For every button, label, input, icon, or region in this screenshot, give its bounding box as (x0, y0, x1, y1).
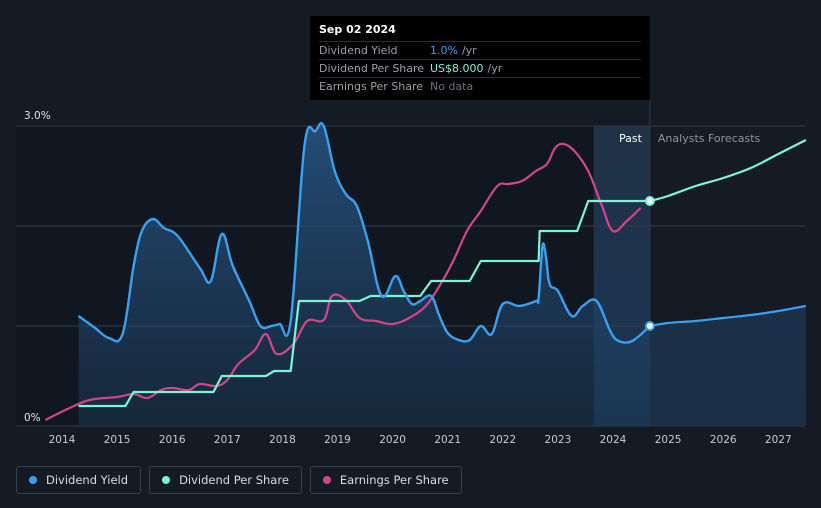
tooltip-unit: /yr (487, 62, 503, 75)
x-tick-label: 2015 (104, 434, 131, 446)
x-tick-label: 2021 (434, 434, 461, 446)
tooltip-row-eps: Earnings Per Share No data (319, 77, 641, 95)
legend-label: Dividend Per Share (179, 473, 289, 487)
tooltip-unit: /yr (461, 44, 477, 57)
x-tick-label: 2018 (269, 434, 296, 446)
earnings-per-share-line (44, 142, 642, 421)
dividend-per-share-forecast-line (649, 139, 807, 203)
tooltip-row-yield: Dividend Yield 1.0% /yr (319, 41, 641, 59)
tooltip-value: 1.0% (430, 44, 458, 57)
forecast-label: Analysts Forecasts (658, 132, 761, 145)
x-tick-label: 2024 (600, 434, 627, 446)
tooltip-label: Dividend Per Share (319, 62, 425, 75)
tooltip-label: Earnings Per Share (319, 80, 424, 93)
dividend-yield-marker (644, 321, 655, 331)
x-tick-label: 2026 (710, 434, 737, 446)
legend-dot-icon (162, 476, 171, 484)
x-tick-label: 2016 (159, 434, 186, 446)
legend-earnings-per-share[interactable]: Earnings Per Share (309, 466, 462, 494)
x-tick-label: 2019 (324, 434, 351, 446)
dividend-yield-forecast-area (649, 306, 806, 426)
legend: Dividend Yield Dividend Per Share Earnin… (16, 466, 462, 494)
legend-dot-icon (322, 476, 331, 484)
x-tick-label: 2023 (545, 434, 572, 446)
x-tick-label: 2022 (489, 434, 516, 446)
x-tick-label: 2014 (49, 434, 76, 446)
tooltip-row-dps: Dividend Per Share US$8.000 /yr (319, 59, 641, 77)
tooltip-label: Dividend Yield (319, 44, 398, 57)
legend-dot-icon (29, 476, 37, 484)
y-tick-label: 0% (24, 412, 41, 424)
dividend-yield-area (78, 123, 650, 426)
tooltip-date: Sep 02 2024 (319, 23, 396, 36)
dividend-per-share-line (78, 199, 650, 408)
x-tick-label: 2025 (655, 434, 682, 446)
y-tick-label: 3.0% (24, 110, 51, 122)
x-tick-label: 2020 (379, 434, 406, 446)
legend-label: Earnings Per Share (339, 473, 449, 487)
dividend-yield-forecast-line (649, 304, 807, 328)
dividend-yield-line (77, 122, 651, 344)
tooltip-value: No data (430, 80, 474, 93)
legend-label: Dividend Yield (46, 473, 129, 487)
tooltip: Sep 02 2024 Dividend Yield 1.0% /yr Divi… (310, 16, 650, 100)
legend-dividend-per-share[interactable]: Dividend Per Share (149, 466, 302, 494)
legend-dividend-yield[interactable]: Dividend Yield (16, 466, 142, 494)
x-tick-label: 2027 (765, 434, 792, 446)
x-tick-label: 2017 (214, 434, 241, 446)
dividend-per-share-marker (644, 196, 655, 206)
past-label: Past (619, 132, 643, 145)
tooltip-value: US$8.000 (430, 62, 484, 75)
